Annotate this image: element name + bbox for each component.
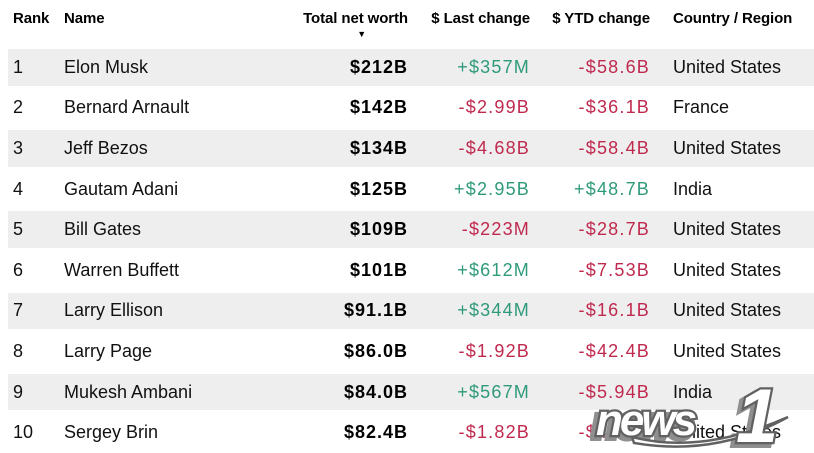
- last-change-cell: -$1.92B: [458, 340, 530, 361]
- column-header-ytd-change[interactable]: $ YTD change: [552, 10, 650, 27]
- ytd-change-cell: -$7.53B: [578, 259, 650, 280]
- rank-cell: 7: [13, 300, 24, 321]
- net-worth-cell: $142B: [349, 97, 408, 118]
- country-cell: France: [673, 97, 730, 118]
- table-row: 10 Sergey Brin $82.4B -$1.82B -$41.1B Un…: [8, 412, 814, 453]
- table-row: 4 Gautam Adani $125B +$2.95B +$48.7B Ind…: [8, 169, 814, 210]
- ytd-change-cell: -$16.1B: [578, 300, 650, 321]
- ytd-change-cell: -$58.4B: [578, 137, 650, 158]
- rank-cell: 2: [13, 97, 24, 118]
- ytd-change-cell: -$5.94B: [578, 381, 650, 402]
- table-body: 1 Elon Musk $212B +$357M -$58.6B United …: [8, 47, 814, 453]
- table-row: 6 Warren Buffett $101B +$612M -$7.53B Un…: [8, 250, 814, 291]
- country-cell: India: [673, 178, 713, 199]
- rank-cell: 3: [13, 137, 24, 158]
- last-change-cell: -$4.68B: [458, 137, 530, 158]
- net-worth-cell: $86.0B: [343, 340, 408, 361]
- last-change-cell: -$2.99B: [458, 97, 530, 118]
- column-header-total-net-worth[interactable]: Total net worth ▼: [246, 10, 408, 39]
- name-cell[interactable]: Bernard Arnault: [64, 97, 190, 118]
- country-cell: United States: [673, 340, 782, 361]
- ytd-change-cell: -$42.4B: [578, 340, 650, 361]
- column-header-rank[interactable]: Rank: [13, 10, 50, 27]
- billionaires-table: Rank Name Total net worth ▼ $ Last chang…: [8, 0, 814, 453]
- ytd-change-cell: -$36.1B: [578, 97, 650, 118]
- name-cell[interactable]: Warren Buffett: [64, 259, 180, 280]
- ytd-change-cell: -$58.6B: [578, 56, 650, 77]
- country-cell: United States: [673, 56, 782, 77]
- rank-cell: 9: [13, 381, 24, 402]
- country-cell: United States: [673, 137, 782, 158]
- table-row: 8 Larry Page $86.0B -$1.92B -$42.4B Unit…: [8, 331, 814, 372]
- table-header: Rank Name Total net worth ▼ $ Last chang…: [8, 0, 814, 47]
- name-cell[interactable]: Elon Musk: [64, 56, 149, 77]
- table-row: 1 Elon Musk $212B +$357M -$58.6B United …: [8, 47, 814, 88]
- name-cell[interactable]: Larry Ellison: [64, 300, 164, 321]
- country-cell: India: [673, 381, 713, 402]
- last-change-cell: +$567M: [457, 381, 530, 402]
- table-row: 2 Bernard Arnault $142B -$2.99B -$36.1B …: [8, 88, 814, 129]
- table-row: 9 Mukesh Ambani $84.0B +$567M -$5.94B In…: [8, 372, 814, 413]
- ytd-change-cell: -$41.1B: [578, 422, 650, 443]
- country-cell: United States: [673, 259, 782, 280]
- last-change-cell: +$612M: [457, 259, 530, 280]
- column-header-name[interactable]: Name: [64, 10, 105, 27]
- table-row: 7 Larry Ellison $91.1B +$344M -$16.1B Un…: [8, 291, 814, 332]
- last-change-cell: -$1.82B: [458, 422, 530, 443]
- net-worth-cell: $84.0B: [343, 381, 408, 402]
- net-worth-cell: $134B: [349, 137, 408, 158]
- last-change-cell: +$2.95B: [454, 178, 530, 199]
- country-cell: United States: [673, 219, 782, 240]
- name-cell[interactable]: Larry Page: [64, 340, 153, 361]
- column-header-country-region[interactable]: Country / Region: [673, 10, 793, 27]
- rank-cell: 10: [13, 422, 34, 443]
- rank-cell: 4: [13, 178, 24, 199]
- ytd-change-cell: -$28.7B: [578, 219, 650, 240]
- name-cell[interactable]: Sergey Brin: [64, 422, 159, 443]
- rank-cell: 6: [13, 259, 24, 280]
- net-worth-cell: $82.4B: [343, 422, 408, 443]
- column-header-last-change[interactable]: $ Last change: [431, 10, 530, 27]
- net-worth-cell: $101B: [349, 259, 408, 280]
- name-cell[interactable]: Mukesh Ambani: [64, 381, 193, 402]
- table-row: 3 Jeff Bezos $134B -$4.68B -$58.4B Unite…: [8, 128, 814, 169]
- last-change-cell: -$223M: [461, 219, 530, 240]
- country-cell: United States: [673, 422, 782, 443]
- net-worth-cell: $91.1B: [343, 300, 408, 321]
- rank-cell: 1: [13, 56, 24, 77]
- sort-descending-icon: ▼: [357, 29, 366, 39]
- last-change-cell: +$357M: [457, 56, 530, 77]
- net-worth-cell: $212B: [349, 56, 408, 77]
- ytd-change-cell: +$48.7B: [574, 178, 650, 199]
- rank-cell: 8: [13, 340, 24, 361]
- name-cell[interactable]: Jeff Bezos: [64, 137, 148, 158]
- country-cell: United States: [673, 300, 782, 321]
- last-change-cell: +$344M: [457, 300, 530, 321]
- name-cell[interactable]: Gautam Adani: [64, 178, 179, 199]
- net-worth-cell: $125B: [349, 178, 408, 199]
- net-worth-cell: $109B: [349, 219, 408, 240]
- table-row: 5 Bill Gates $109B -$223M -$28.7B United…: [8, 209, 814, 250]
- rank-cell: 5: [13, 219, 24, 240]
- name-cell[interactable]: Bill Gates: [64, 219, 142, 240]
- column-header-total-net-worth-label: Total net worth: [303, 10, 408, 27]
